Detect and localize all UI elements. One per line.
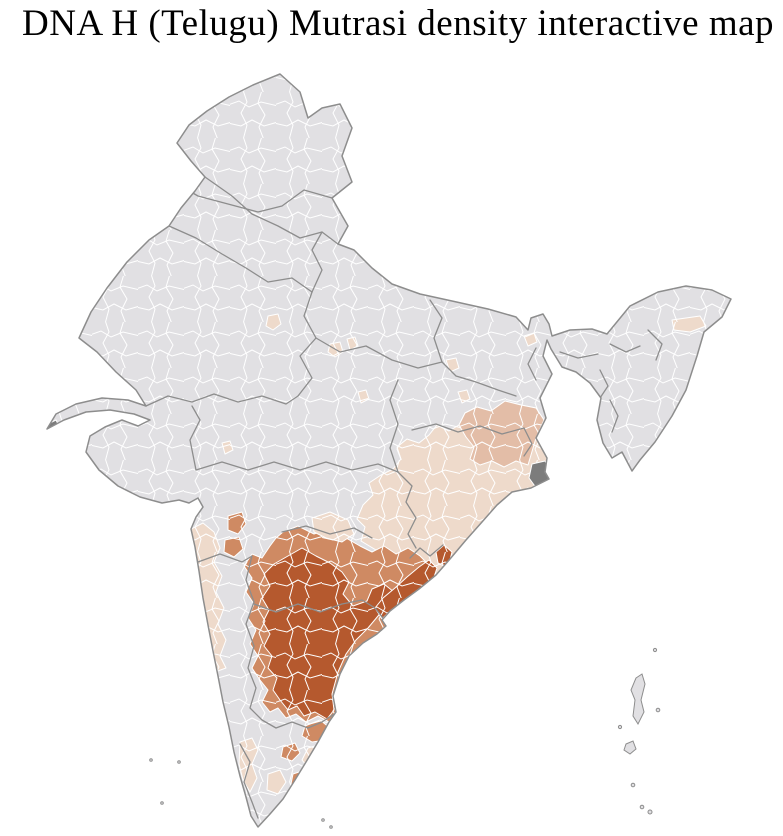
map-title: DNA H (Telugu) Mutrasi density interacti… (22, 3, 775, 44)
density-dot-up-2[interactable] (425, 216, 438, 231)
national-boundary-outline (46, 73, 732, 828)
density-dot-up-1[interactable] (407, 221, 424, 237)
district-boundaries-mesh (47, 74, 731, 827)
kashmir-lake (176, 106, 192, 118)
andaman-nicobar-islands (617, 647, 661, 815)
pamban-islands (321, 818, 333, 829)
lakshadweep-islands (149, 758, 181, 805)
state-borders (145, 176, 663, 819)
